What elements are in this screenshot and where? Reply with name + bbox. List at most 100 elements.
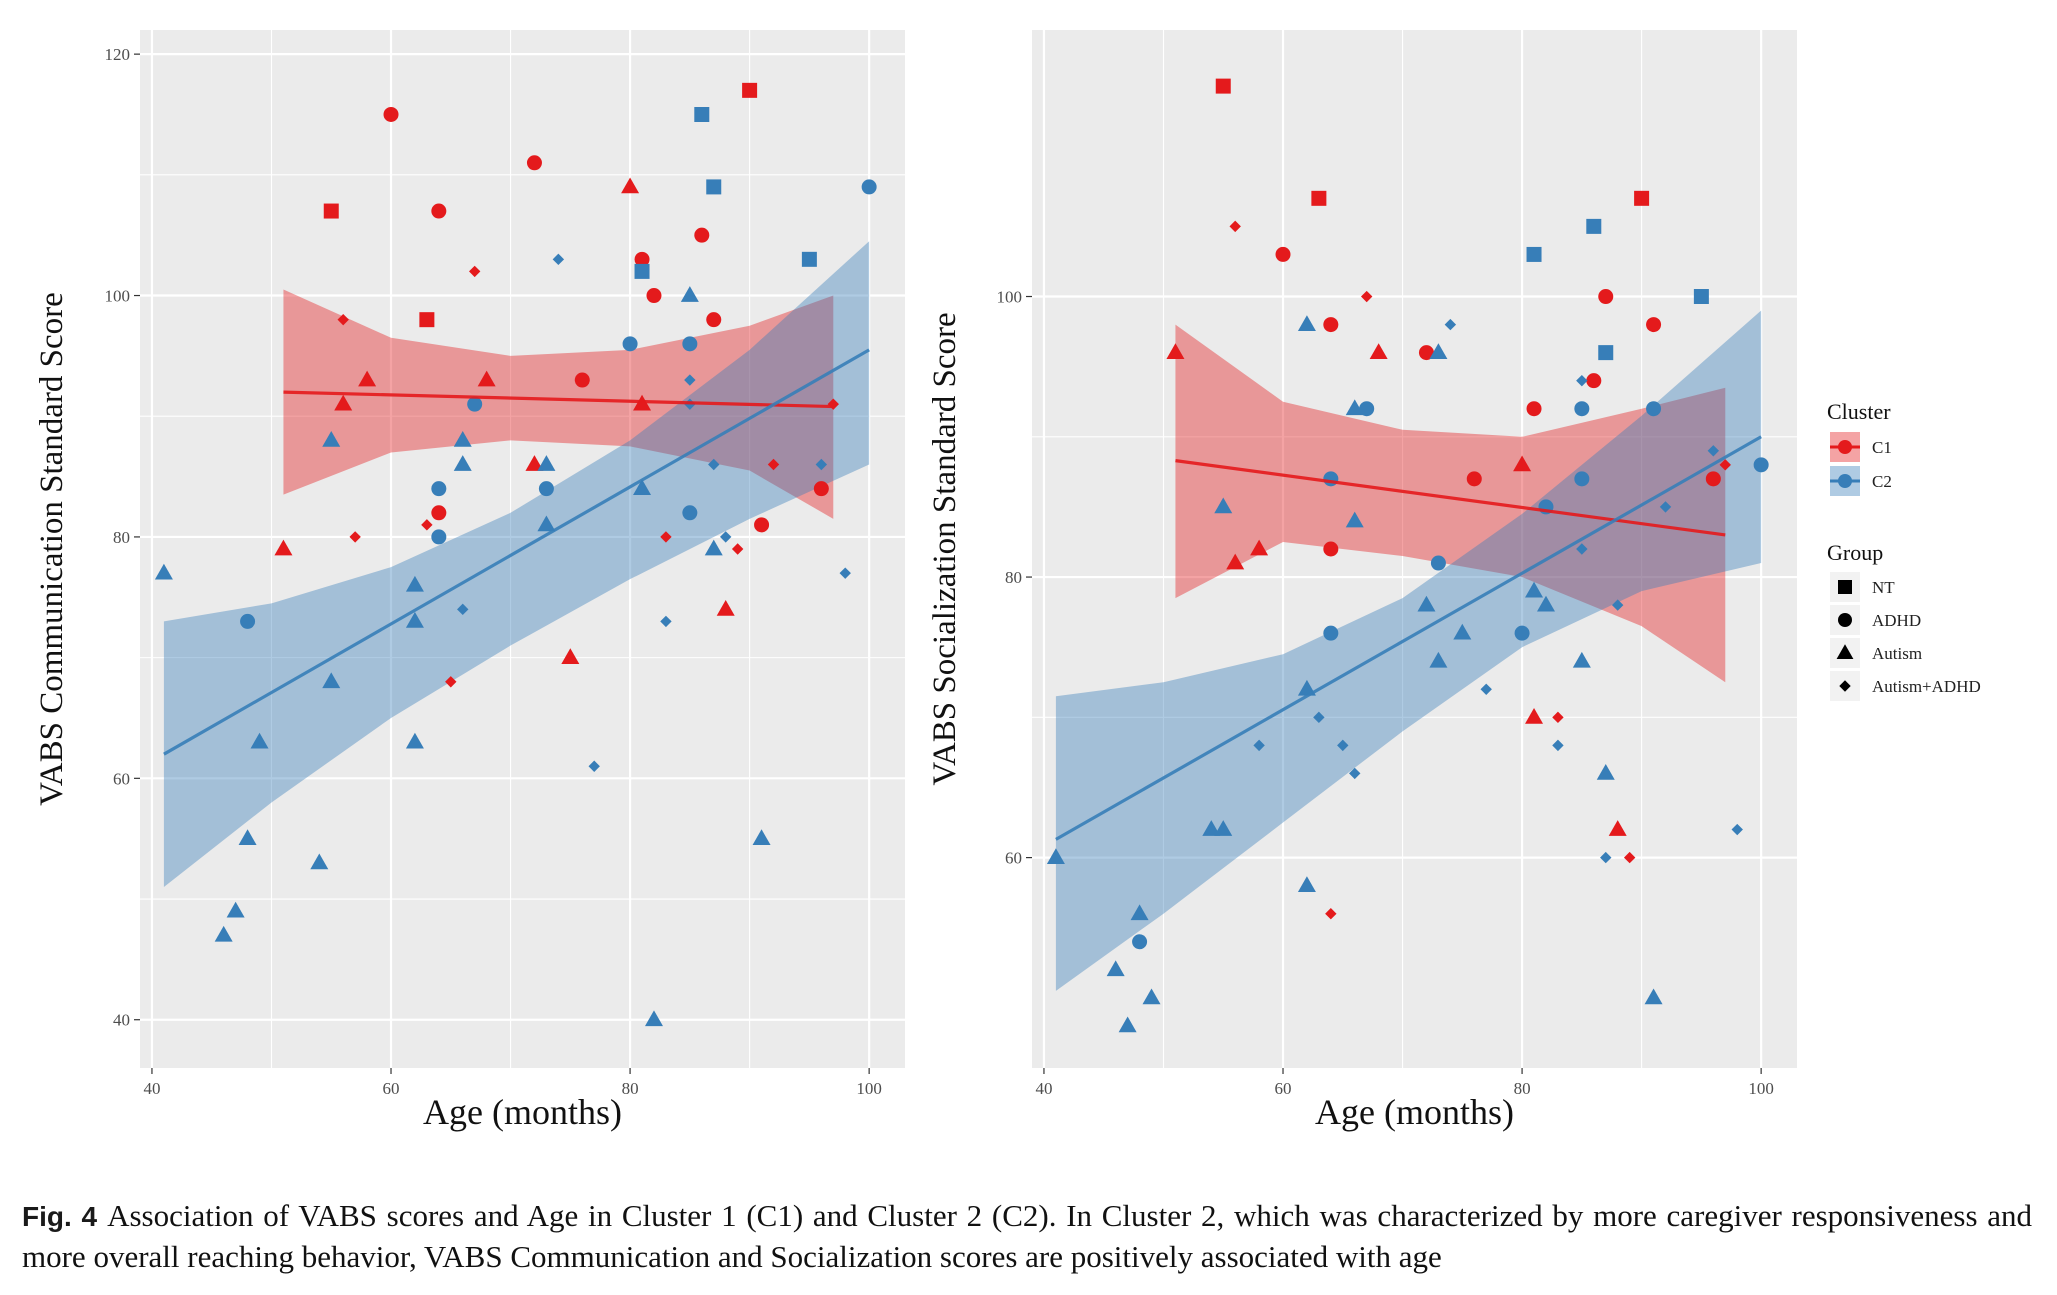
- data-point-autism-adhd: [1600, 851, 1612, 864]
- data-point-adhd: [1323, 625, 1339, 641]
- data-point-autism: [621, 177, 640, 194]
- data-point-autism: [358, 370, 377, 387]
- data-point-autism: [405, 732, 424, 749]
- series-c2: [154, 106, 877, 1027]
- data-point-autism: [1106, 960, 1125, 977]
- data-point-adhd: [1275, 246, 1291, 262]
- data-point-autism: [537, 515, 556, 532]
- data-point-adhd: [240, 613, 256, 629]
- data-point-nt: [1311, 190, 1327, 206]
- data-point-adhd: [1574, 471, 1590, 487]
- data-point-adhd: [431, 203, 447, 219]
- legend-key-diamond-icon: [1839, 680, 1851, 692]
- data-point-autism: [680, 286, 699, 302]
- y-tick-label: 100: [997, 288, 1023, 307]
- data-point-autism-adhd: [1731, 823, 1743, 836]
- data-point-autism-adhd: [1253, 739, 1265, 752]
- data-point-nt: [706, 179, 722, 195]
- regression-line-c1: [283, 390, 834, 409]
- data-point-autism-adhd: [708, 458, 720, 471]
- data-point-autism: [477, 370, 496, 387]
- data-point-adhd: [1646, 401, 1662, 417]
- legend-label-nt: NT: [1872, 578, 1895, 597]
- legend-label-adhd: ADHD: [1872, 611, 1921, 630]
- data-point-autism-adhd: [660, 615, 672, 628]
- data-point-adhd: [754, 517, 770, 533]
- data-point-adhd: [1526, 401, 1542, 417]
- data-point-adhd: [1430, 555, 1446, 571]
- data-point-autism-adhd: [1552, 711, 1564, 724]
- data-point-autism: [334, 394, 353, 411]
- data-point-adhd: [467, 396, 483, 412]
- data-point-adhd: [1418, 345, 1434, 361]
- data-point-autism-adhd: [588, 760, 600, 772]
- data-point-autism: [525, 455, 544, 471]
- data-point-adhd: [431, 481, 447, 497]
- data-point-adhd: [706, 312, 722, 328]
- data-point-autism: [1429, 343, 1448, 359]
- data-point-nt: [1693, 289, 1709, 305]
- data-point-autism: [561, 648, 580, 665]
- data-point-nt: [634, 263, 650, 279]
- data-point-adhd: [1598, 289, 1614, 305]
- data-point-adhd: [1359, 401, 1375, 417]
- data-point-nt: [1526, 246, 1542, 262]
- data-point-autism-adhd: [1707, 445, 1720, 457]
- data-point-autism-adhd: [457, 603, 469, 616]
- y-tick-label: 100: [105, 287, 131, 306]
- data-point-autism: [453, 455, 472, 471]
- legend-label-autism-adhd: Autism+ADHD: [1872, 677, 1981, 696]
- data-point-autism-adhd: [468, 265, 481, 278]
- data-point-adhd: [1753, 457, 1769, 473]
- data-point-autism: [322, 430, 341, 447]
- data-point-autism-adhd: [767, 458, 780, 471]
- data-point-nt: [1634, 190, 1650, 206]
- data-point-autism: [1513, 455, 1532, 472]
- data-point-autism: [1214, 820, 1233, 836]
- data-point-adhd: [574, 372, 590, 388]
- data-point-autism: [1644, 988, 1663, 1005]
- regression-lines: [1055, 435, 1762, 841]
- grid-lines: [140, 30, 905, 1068]
- data-point-autism: [453, 430, 472, 447]
- data-point-adhd: [813, 481, 829, 497]
- data-point-adhd: [1586, 373, 1602, 389]
- caption-label: Fig. 4: [22, 1201, 98, 1232]
- data-point-adhd: [634, 251, 650, 267]
- data-point-adhd: [1323, 541, 1339, 557]
- data-point-autism: [1250, 539, 1269, 556]
- data-point-nt: [1586, 218, 1602, 234]
- regression-line-c2: [1055, 435, 1762, 841]
- data-point-autism: [250, 732, 269, 749]
- axes: 40 60 80 100 60 80 100: [997, 288, 1774, 1098]
- legend-key-square-icon: [1838, 580, 1852, 594]
- series-c2: [1046, 218, 1769, 1033]
- data-point-autism-adhd: [1719, 459, 1731, 471]
- data-point-autism-adhd: [1229, 220, 1241, 233]
- data-point-autism-adhd: [337, 313, 349, 326]
- y-tick-label: 80: [1005, 568, 1022, 587]
- series-c1: [1166, 78, 1731, 920]
- data-point-nt: [742, 82, 758, 98]
- x-tick-label: 80: [622, 1079, 639, 1098]
- data-point-autism: [310, 853, 329, 870]
- data-point-autism: [1525, 707, 1544, 724]
- data-point-adhd: [646, 288, 662, 304]
- data-point-autism: [752, 829, 771, 846]
- data-point-nt: [419, 312, 435, 328]
- data-point-adhd: [682, 505, 698, 521]
- data-point-autism: [154, 563, 173, 580]
- data-point-autism: [1453, 623, 1472, 640]
- data-point-autism: [1118, 1016, 1137, 1033]
- data-point-autism-adhd: [660, 531, 672, 543]
- data-point-autism: [226, 901, 245, 918]
- y-axis-title: VABS Socialization Standard Score: [927, 312, 963, 785]
- data-point-autism: [1297, 315, 1316, 331]
- data-point-autism-adhd: [1576, 374, 1588, 387]
- legend-key-triangle-icon: [1836, 644, 1854, 659]
- data-point-autism: [1572, 651, 1591, 668]
- x-tick-label: 60: [383, 1079, 400, 1098]
- data-point-autism-adhd: [1659, 501, 1672, 513]
- data-point-autism-adhd: [1552, 739, 1564, 752]
